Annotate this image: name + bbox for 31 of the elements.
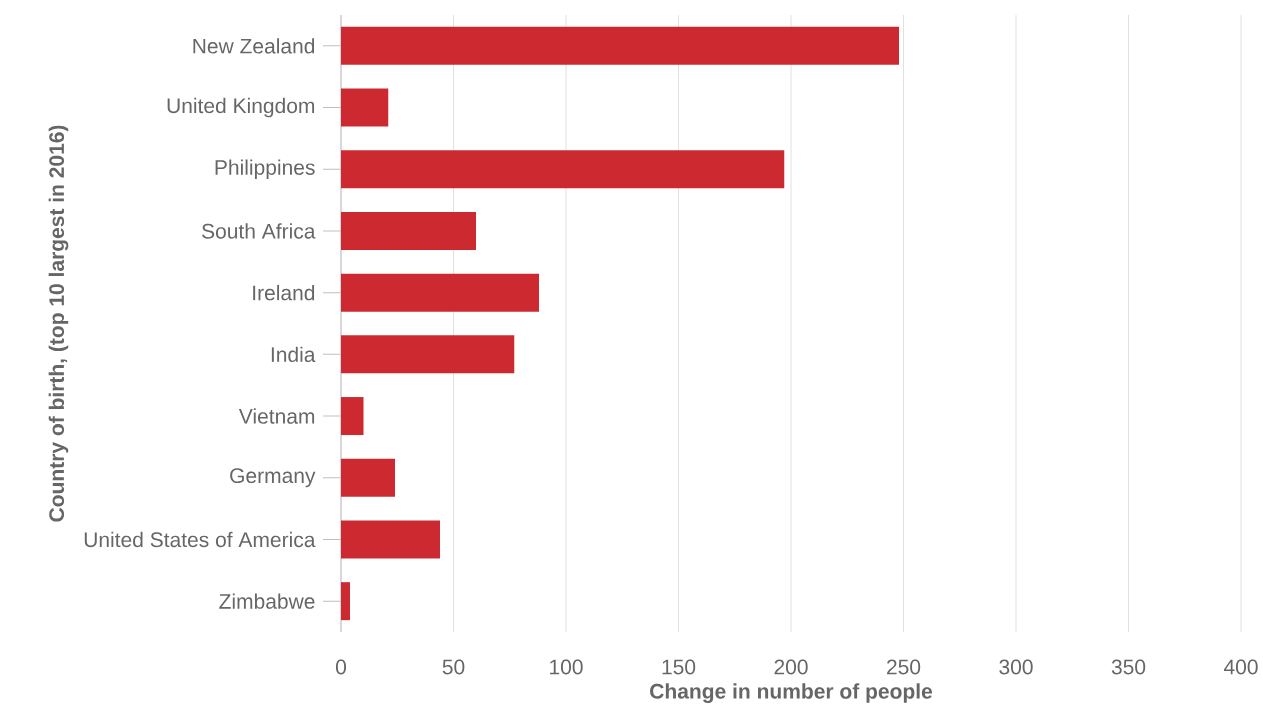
y-tick-label: United States of America: [84, 531, 316, 548]
x-tick-label: 100: [550, 659, 583, 675]
x-tick-label: 200: [774, 659, 808, 675]
x-tick-label: 400: [1223, 659, 1258, 675]
bar: [341, 88, 389, 127]
bar: [341, 335, 515, 374]
y-tick-label: Ireland: [253, 284, 315, 301]
y-tick-label: South Africa: [202, 223, 316, 239]
bar: [341, 520, 440, 559]
y-axis-title: Country of birth, (top 10 largest in 2016): [48, 125, 69, 522]
x-tick-label: 150: [662, 659, 696, 675]
y-tick-label: Zimbabwe: [219, 593, 315, 609]
bar: [341, 211, 476, 250]
y-tick-label: Philippines: [215, 159, 315, 180]
x-tick-label: 350: [1111, 659, 1146, 675]
x-axis-title: Change in number of people: [650, 683, 933, 703]
y-tick-label: New Zealand: [193, 38, 315, 54]
y-tick-label: India: [271, 346, 316, 363]
x-tick-label: 250: [887, 659, 921, 675]
x-tick-label: 300: [999, 659, 1033, 675]
bar: [341, 150, 785, 189]
bar: [341, 458, 395, 497]
y-tick-label: United Kingdom: [167, 97, 315, 118]
bar: [341, 397, 364, 436]
x-tick-label: 0: [335, 659, 347, 675]
x-tick-label: 50: [442, 659, 465, 675]
bar: [341, 582, 350, 621]
y-tick-label: Germany: [230, 468, 316, 488]
bar: [341, 273, 539, 312]
y-tick-label: Vietnam: [238, 408, 315, 424]
bar: [341, 26, 900, 65]
